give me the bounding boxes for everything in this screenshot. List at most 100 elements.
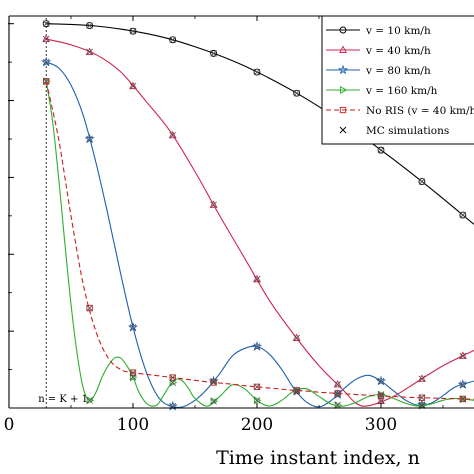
legend-label: No RIS (v = 40 km/h) xyxy=(366,105,474,117)
series-marker xyxy=(210,397,219,406)
mc-marker xyxy=(334,390,341,397)
legend-item: MC simulations xyxy=(339,125,449,137)
mc-marker xyxy=(418,401,426,409)
legend-item: v = 80 km/h xyxy=(326,64,431,77)
mc-marker xyxy=(129,27,137,35)
series-marker xyxy=(377,146,385,154)
mc-marker xyxy=(377,391,385,398)
series-marker xyxy=(458,351,467,359)
plot-area: n = K + 1 xyxy=(8,15,474,411)
series-marker xyxy=(375,375,387,386)
series-marker xyxy=(293,387,300,394)
series-marker xyxy=(42,20,50,28)
series-marker xyxy=(129,81,137,90)
series-marker xyxy=(169,36,177,44)
mc-marker xyxy=(210,377,217,385)
x-tick-label: 200 xyxy=(241,415,273,435)
mc-marker xyxy=(377,392,385,400)
x-tick-label: 0 xyxy=(4,415,15,435)
legend: v = 10 km/h v = 40 km/h v = 80 km/h v = 160… xyxy=(321,15,474,145)
series-marker xyxy=(418,394,426,401)
legend-label: MC simulations xyxy=(366,125,449,137)
mc-marker xyxy=(42,58,50,66)
legend-label: v = 10 km/h xyxy=(365,25,431,37)
series-marker xyxy=(334,401,343,410)
series-marker xyxy=(377,392,385,400)
series-marker xyxy=(84,133,95,144)
legend-marker xyxy=(339,106,347,114)
mc-marker xyxy=(253,383,261,391)
mc-marker xyxy=(86,396,93,404)
mc-marker xyxy=(418,178,426,185)
mc-marker xyxy=(210,50,217,57)
mc-marker xyxy=(86,22,93,29)
mc-marker xyxy=(210,397,217,405)
series-marker xyxy=(251,341,263,351)
mc-marker xyxy=(86,135,93,143)
legend-label: v = 80 km/h xyxy=(365,65,431,77)
x-axis-title: Time instant index, n xyxy=(216,447,420,469)
series-marker xyxy=(127,321,139,332)
mc-marker xyxy=(169,374,176,381)
mc-marker xyxy=(459,352,467,360)
series-marker xyxy=(210,49,218,57)
mc-marker xyxy=(210,379,217,386)
x-axis: 0 100 200 300 xyxy=(4,16,474,435)
series-marker xyxy=(457,379,468,389)
series-marker xyxy=(129,27,137,35)
series-marker xyxy=(253,68,261,76)
mc-marker xyxy=(418,394,426,402)
series-marker xyxy=(210,379,217,386)
mc-marker xyxy=(42,35,50,43)
series-marker xyxy=(42,34,51,43)
series-marker xyxy=(169,374,176,381)
mc-marker xyxy=(459,395,467,403)
mc-marker xyxy=(418,375,426,383)
mc-marker xyxy=(86,304,93,312)
mc-marker xyxy=(169,379,176,386)
mc-marker xyxy=(253,275,261,283)
legend-item: v = 40 km/h xyxy=(326,45,431,57)
series-line xyxy=(45,81,474,400)
series-marker xyxy=(334,390,341,397)
series-marker xyxy=(86,304,93,312)
mc-marker xyxy=(129,369,137,376)
mc-marker xyxy=(253,68,261,76)
legend-label: v = 160 km/h xyxy=(365,85,438,97)
mc-marker xyxy=(42,20,50,28)
mc-marker xyxy=(210,201,217,209)
series-marker xyxy=(417,374,426,382)
series-marker xyxy=(168,130,177,139)
series-marker xyxy=(169,378,178,387)
series-marker xyxy=(43,78,50,85)
legend-item: v = 10 km/h xyxy=(326,25,431,37)
mc-marker xyxy=(169,36,176,44)
mc-marker xyxy=(129,323,137,331)
series-marker xyxy=(209,200,218,208)
mc-marker xyxy=(459,211,467,219)
mc-simulation-markers xyxy=(42,20,467,410)
legend-item: No RIS (v = 40 km/h) xyxy=(326,105,474,117)
series-marker xyxy=(86,396,95,405)
series-marker xyxy=(333,380,342,388)
legend-marker xyxy=(340,86,348,94)
legend-box xyxy=(321,15,474,145)
series-marker xyxy=(292,333,301,342)
mc-marker xyxy=(293,387,300,394)
mc-marker xyxy=(253,343,261,350)
series-marker xyxy=(85,47,94,55)
annotation-label: n = K + 1 xyxy=(38,394,88,405)
mc-marker xyxy=(293,388,300,395)
legend-marker xyxy=(339,26,347,34)
mc-marker xyxy=(293,89,300,97)
series-marker xyxy=(253,383,261,391)
mc-marker xyxy=(334,381,341,388)
series-5 xyxy=(43,78,474,403)
legend-marker xyxy=(339,126,347,134)
series-marker xyxy=(86,22,94,30)
mc-marker xyxy=(334,391,341,398)
mc-marker xyxy=(377,146,385,154)
series-marker xyxy=(253,274,261,283)
x-tick-label: 300 xyxy=(365,415,397,435)
